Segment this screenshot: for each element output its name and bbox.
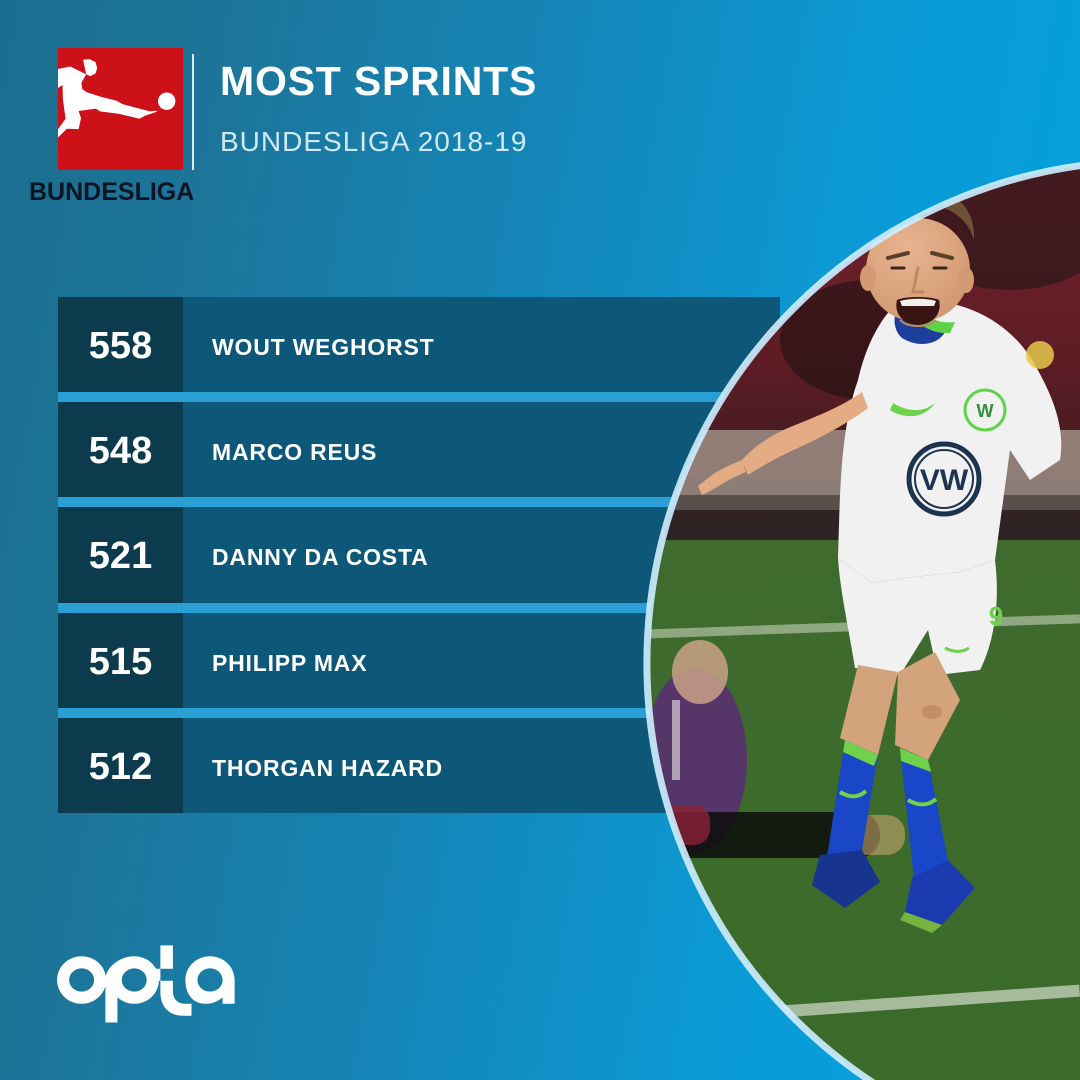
- svg-text:9: 9: [989, 601, 1003, 631]
- svg-text:VW: VW: [920, 464, 969, 497]
- svg-text:W: W: [977, 401, 994, 421]
